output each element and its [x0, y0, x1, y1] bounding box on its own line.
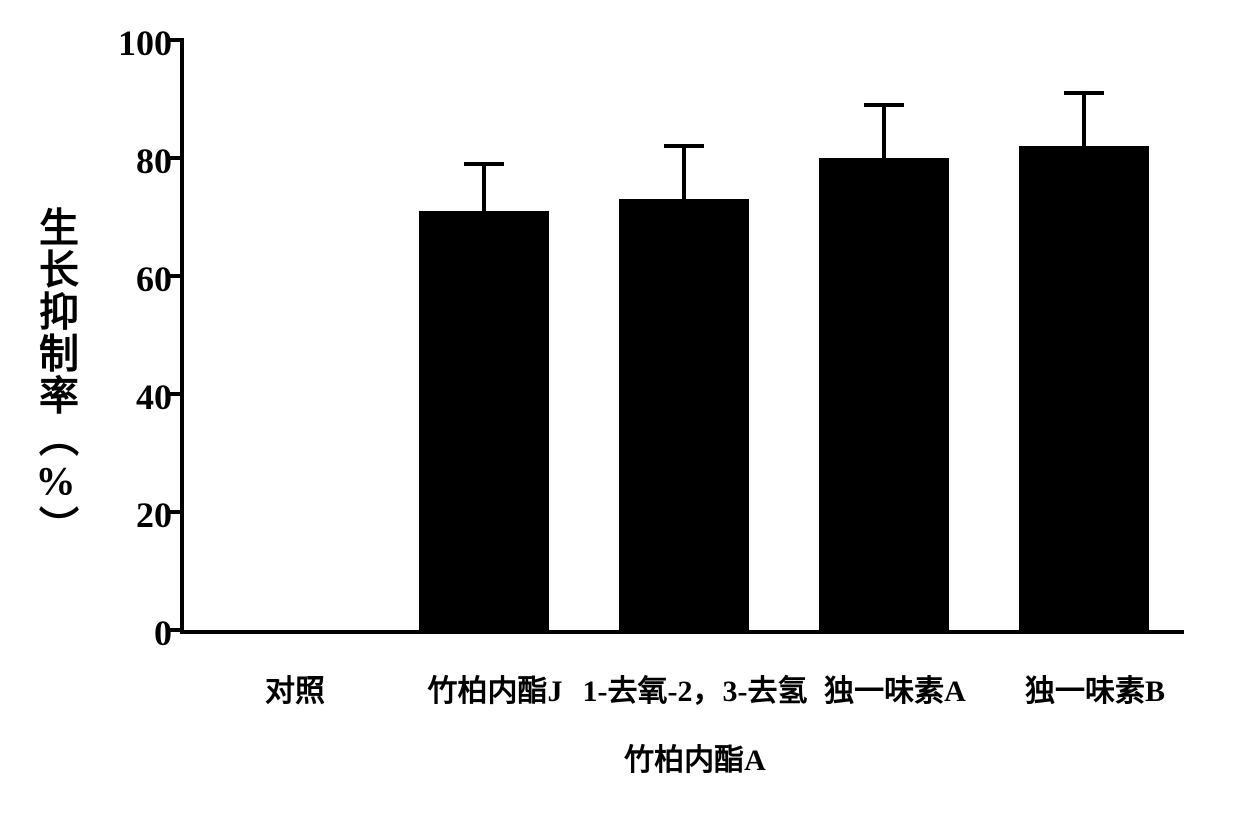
y-tick-label: 40 [108, 376, 172, 418]
x-tick-text: 1-去氧-2，3-去氢 [583, 675, 808, 708]
error-cap [664, 144, 704, 148]
x-tick-text: 独一味素A [824, 675, 966, 708]
y-tick-mark [168, 38, 184, 42]
x-tick-label: 对照 [180, 640, 380, 744]
y-tick-label: 0 [108, 612, 172, 654]
error-bar [682, 146, 686, 199]
y-tick-label: 100 [108, 22, 172, 64]
x-tick-label: 独一味素A [780, 640, 980, 744]
bar-lamiophlomiol-a [819, 158, 949, 630]
plot-area [180, 40, 1184, 634]
y-tick-label: 60 [108, 258, 172, 300]
y-axis-title: 生长抑制率（%） [26, 206, 84, 547]
error-bar [1082, 93, 1086, 146]
x-tick-text: 独一味素B [1025, 675, 1165, 708]
y-tick-mark [168, 392, 184, 396]
y-tick-label: 20 [108, 494, 172, 536]
error-cap [864, 103, 904, 107]
error-bar [482, 164, 486, 211]
error-cap [1064, 91, 1104, 95]
x-tick-text: 对照 [265, 675, 325, 708]
y-tick-mark [168, 156, 184, 160]
bar-chart: 生长抑制率（%） 0 20 40 60 80 100 [0, 0, 1240, 753]
y-tick-mark [168, 274, 184, 278]
bar-lamiophlomiol-b [1019, 146, 1149, 630]
error-bar [882, 105, 886, 158]
x-tick-label: 1-去氧-2，3-去氢 竹柏内酯A [540, 640, 820, 813]
x-tick-text: 竹柏内酯A [624, 744, 766, 777]
bar-compound-a-deriv [619, 199, 749, 630]
y-tick-mark [168, 628, 184, 632]
y-tick-label: 80 [108, 140, 172, 182]
y-tick-mark [168, 510, 184, 514]
bar-compound-j [419, 211, 549, 630]
x-tick-label: 独一味素B [980, 640, 1180, 744]
error-cap [464, 162, 504, 166]
